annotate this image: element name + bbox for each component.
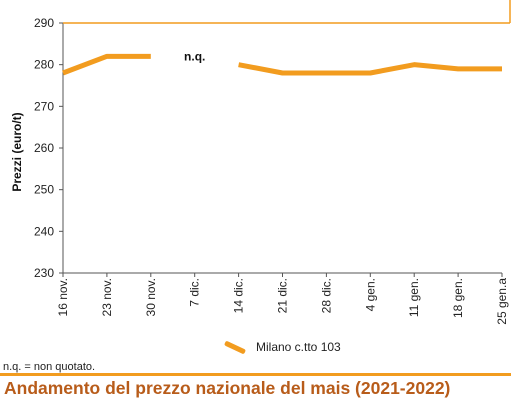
series-line [62, 53, 151, 76]
x-tick-label: 23 nov. [100, 278, 114, 316]
x-tick-label: 11 gen. [407, 278, 421, 317]
x-tick-label: 25 gen.a [495, 278, 509, 325]
x-tick-label: 7 dic. [188, 278, 202, 307]
x-tick-label: 4 gen. [363, 278, 377, 311]
legend-label: Milano c.tto 103 [256, 340, 341, 354]
y-axis-title: Prezzi (euro/t) [10, 112, 24, 191]
y-tick-label: 260 [34, 141, 54, 155]
y-tick-label: 250 [34, 183, 54, 197]
y-tick-label: 240 [34, 224, 54, 238]
series-line [238, 62, 502, 76]
y-tick-label: 270 [34, 99, 54, 113]
chart-frame [62, 0, 511, 274]
x-tick-label: 28 dic. [319, 278, 333, 313]
line-chart: 230 240 250 260 270 280 290 16 nov. 23 nov. 30 n… [10, 0, 511, 325]
x-tick-label: 30 nov. [144, 278, 158, 316]
legend-swatch [223, 340, 247, 354]
chart-title: Andamento del prezzo nazionale del mais … [4, 378, 451, 398]
x-tick-label: 18 gen. [451, 278, 465, 318]
y-tick-label: 290 [34, 16, 54, 30]
x-axis: 16 nov. 23 nov. 30 nov. 7 dic. 14 dic. 21 dic… [56, 273, 509, 325]
title-bar: Andamento del prezzo nazionale del mais … [0, 373, 511, 406]
y-tick-label: 230 [34, 266, 54, 280]
x-tick-label: 14 dic. [232, 278, 246, 313]
y-tick-label: 280 [34, 58, 54, 72]
x-tick-label: 16 nov. [56, 278, 70, 316]
series-layer [62, 53, 502, 76]
legend: Milano c.tto 103 [223, 338, 341, 356]
y-axis: 230 240 250 260 270 280 290 [34, 16, 63, 280]
footnote: n.q. = non quotato. [3, 361, 96, 373]
nq-annotation: n.q. [184, 49, 205, 63]
x-tick-label: 21 dic. [276, 278, 290, 313]
